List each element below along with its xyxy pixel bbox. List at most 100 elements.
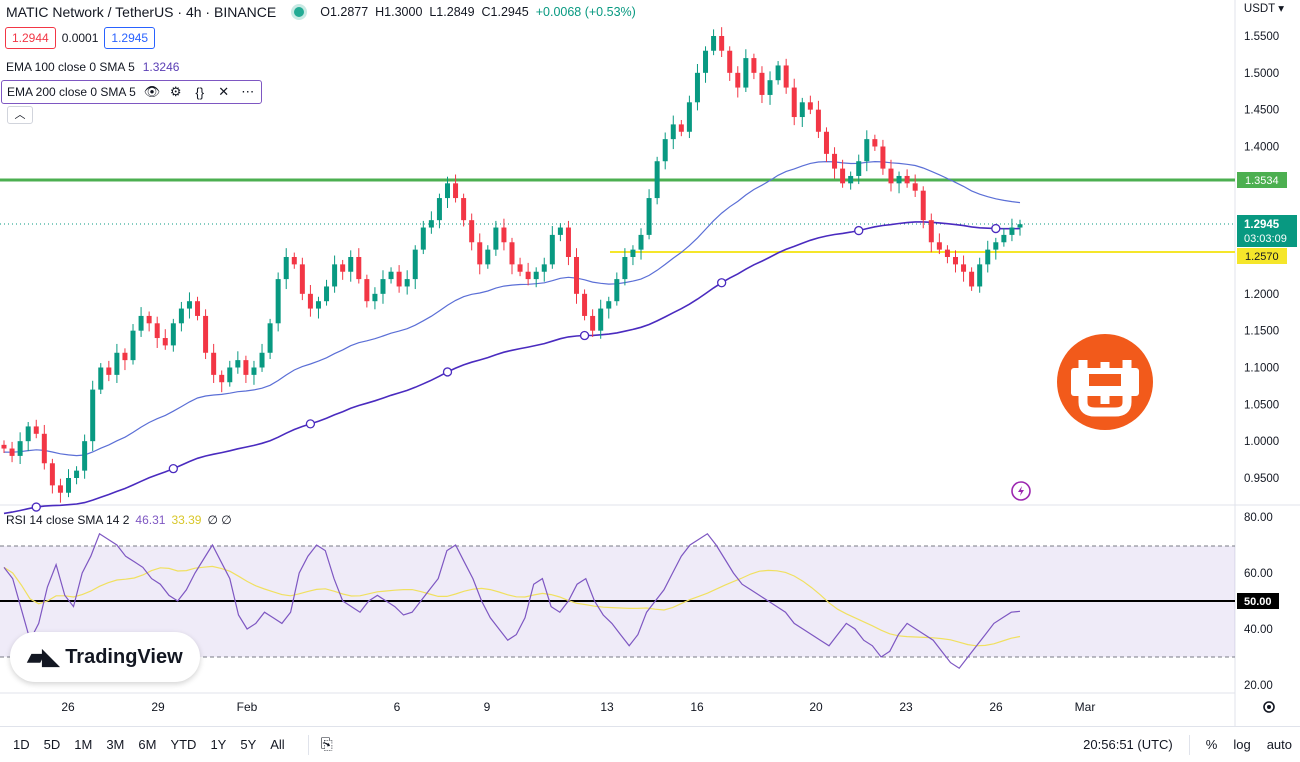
candle-body (436, 198, 442, 221)
range-button-1m[interactable]: 1M (74, 737, 93, 752)
clock[interactable]: 20:56:51 (UTC) (1083, 737, 1173, 752)
range-button-all[interactable]: All (270, 737, 285, 752)
range-button-1d[interactable]: 1D (13, 737, 30, 752)
candle-body (138, 315, 144, 331)
candle-body (106, 367, 112, 375)
tradingview-icon: ▰◣ (27, 644, 59, 669)
candle-body (154, 323, 160, 339)
date-range-icon[interactable]: ⎘ (320, 736, 333, 753)
candle-body (912, 183, 918, 191)
ema100-line[interactable] (3, 160, 1021, 457)
time-axis-ticks: 26 29 Feb 6 9 13 16 20 23 26 Mar (61, 700, 1095, 714)
candle-body (275, 279, 281, 324)
candle-body (315, 301, 321, 309)
time-tick: 9 (484, 700, 491, 714)
rsi-mid-label: 50.00 (1244, 596, 1272, 608)
candle-body (372, 293, 378, 302)
candle-body (388, 271, 394, 280)
range-button-5y[interactable]: 5Y (240, 737, 257, 752)
candle-body (678, 124, 684, 132)
range-button-ytd[interactable]: YTD (170, 737, 197, 752)
braces-icon[interactable]: {} (195, 84, 205, 100)
sell-button[interactable]: 1.2944 (5, 27, 56, 49)
lightning-icon[interactable] (1011, 481, 1031, 501)
candle-body (348, 257, 354, 272)
symbol-legend[interactable]: MATIC Network / TetherUS · 4h · BINANCE … (6, 4, 636, 20)
time-tick: 20 (809, 700, 823, 714)
candle-body (606, 301, 612, 309)
candle-body (186, 301, 192, 309)
time-tick: Mar (1075, 700, 1096, 714)
candle-body (985, 249, 991, 265)
range-button-5d[interactable]: 5D (43, 737, 61, 752)
countdown-label: 03:03:09 (1244, 233, 1287, 245)
candle-body (251, 367, 257, 375)
candle-body (630, 249, 636, 257)
candle-body (549, 234, 555, 265)
last-price-label-bg (1237, 215, 1297, 247)
price-chart[interactable]: 1.55001.50001.45001.40001.35001.30001.25… (0, 0, 1300, 726)
range-buttons: 1D 5D 1M 3M 6M YTD 1Y 5Y All (6, 737, 292, 752)
time-tick: 29 (151, 700, 165, 714)
candle-body (122, 352, 128, 361)
time-tick: 6 (394, 700, 401, 714)
candle-body (461, 198, 467, 221)
candle-body (703, 50, 709, 73)
ema100-legend[interactable]: EMA 100 close 0 SMA 5 1.3246 (6, 60, 179, 74)
percent-toggle[interactable]: % (1205, 737, 1218, 752)
buy-button[interactable]: 1.2945 (104, 27, 156, 49)
more-icon[interactable]: ⋯ (241, 84, 255, 99)
price-tick: 1.4500 (1244, 105, 1279, 117)
eye-icon[interactable]: 👁 (143, 84, 161, 99)
candle-body (444, 183, 450, 199)
candle-body (969, 271, 975, 287)
candle-body (243, 360, 249, 375)
candle-body (993, 242, 999, 250)
collapse-legend-button[interactable]: ︿ (7, 106, 33, 124)
toolbar-right: 20:56:51 (UTC) % log auto (1083, 734, 1292, 755)
auto-toggle[interactable]: auto (1266, 737, 1292, 752)
range-button-3m[interactable]: 3M (106, 737, 125, 752)
candle-body (574, 257, 580, 294)
candle-body (324, 286, 330, 302)
candle-body (90, 389, 96, 442)
open-value: O1.2877 (320, 5, 369, 19)
symbol-title[interactable]: MATIC Network / TetherUS · 4h · BINANCE (6, 4, 277, 20)
gear-icon[interactable] (1263, 701, 1275, 713)
price-tick: 1.2000 (1244, 289, 1279, 301)
candle-body (178, 308, 184, 324)
rsi-legend[interactable]: RSI 14 close SMA 14 2 46.31 33.39 ∅ ∅ (6, 513, 232, 527)
ema100-label: EMA 100 close 0 SMA 5 (6, 60, 135, 74)
candle-body (299, 264, 305, 294)
candle-body (25, 426, 31, 442)
tradingview-logo[interactable]: ▰◣ TradingView (10, 632, 200, 682)
candle-body (807, 102, 813, 110)
candle-body (170, 323, 176, 346)
currency-unit-selector[interactable]: USDT ▾ (1244, 1, 1284, 15)
candle-body (283, 257, 289, 280)
candle-body (598, 308, 604, 331)
range-button-1y[interactable]: 1Y (210, 737, 227, 752)
gear-icon[interactable]: ⚙ (169, 84, 182, 99)
candle-body (840, 168, 846, 184)
close-value: C1.2945 (481, 5, 529, 19)
candle-body (9, 448, 15, 456)
candle-body (219, 374, 225, 383)
candle-body (211, 352, 217, 375)
close-icon[interactable]: ✕ (218, 84, 230, 99)
candle-body (41, 433, 47, 464)
ema200-legend[interactable]: EMA 200 close 0 SMA 5 👁 ⚙ {} ✕ ⋯ (1, 80, 262, 104)
last-price-label: 1.2945 (1244, 219, 1280, 231)
rsi-mid-label-bg (1237, 593, 1279, 609)
coin-logo (1057, 334, 1153, 430)
log-toggle[interactable]: log (1233, 737, 1251, 752)
range-button-6m[interactable]: 6M (138, 737, 157, 752)
candle-body (1017, 224, 1023, 228)
candles[interactable] (1, 27, 1023, 503)
price-tick: 1.1000 (1244, 363, 1279, 375)
ema200-markers (31, 223, 1001, 512)
price-tick: 1.5000 (1244, 68, 1279, 80)
candle-body (291, 257, 297, 265)
candle-body (565, 227, 571, 257)
candle-body (1009, 227, 1015, 235)
